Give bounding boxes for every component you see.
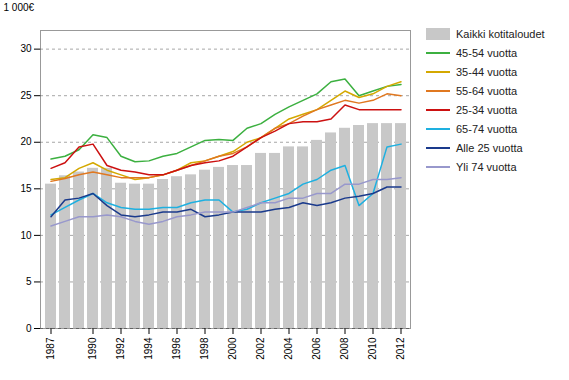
svg-text:20: 20 (20, 136, 32, 147)
svg-text:1994: 1994 (143, 337, 154, 360)
html-text:55-64 vuotta: 55-64 vuotta (456, 85, 518, 97)
svg-text:2002: 2002 (255, 337, 266, 360)
svg-text:1998: 1998 (199, 337, 210, 360)
svg-text:2012: 2012 (395, 337, 406, 360)
svg-text:1 000€: 1 000€ (4, 2, 35, 13)
svg-text:15: 15 (20, 183, 32, 194)
svg-text:2006: 2006 (311, 337, 322, 360)
svg-text:2000: 2000 (227, 337, 238, 360)
svg-text:2010: 2010 (367, 337, 378, 360)
html-text:65-74 vuotta: 65-74 vuotta (456, 123, 518, 135)
svg-text:5: 5 (26, 276, 32, 287)
svg-text:1987: 1987 (45, 337, 56, 360)
svg-text:2008: 2008 (339, 337, 350, 360)
html-text:Alle 25 vuotta: Alle 25 vuotta (456, 142, 523, 154)
html-text:Kaikki kotitaloudet: Kaikki kotitaloudet (456, 28, 545, 40)
html-text:45-54 vuotta: 45-54 vuotta (456, 47, 518, 59)
svg-text:1996: 1996 (171, 337, 182, 360)
html-text:Yli 74 vuotta: Yli 74 vuotta (456, 161, 517, 173)
svg-text:0: 0 (26, 323, 32, 334)
html-text:25-34 vuotta: 25-34 vuotta (456, 104, 518, 116)
svg-text:1990: 1990 (87, 337, 98, 360)
svg-text:1992: 1992 (115, 337, 126, 360)
svg-text:30: 30 (20, 43, 32, 54)
html-text:35-44 vuotta: 35-44 vuotta (456, 66, 518, 78)
svg-text:25: 25 (20, 90, 32, 101)
svg-text:2004: 2004 (283, 337, 294, 360)
svg-text:10: 10 (20, 230, 32, 241)
